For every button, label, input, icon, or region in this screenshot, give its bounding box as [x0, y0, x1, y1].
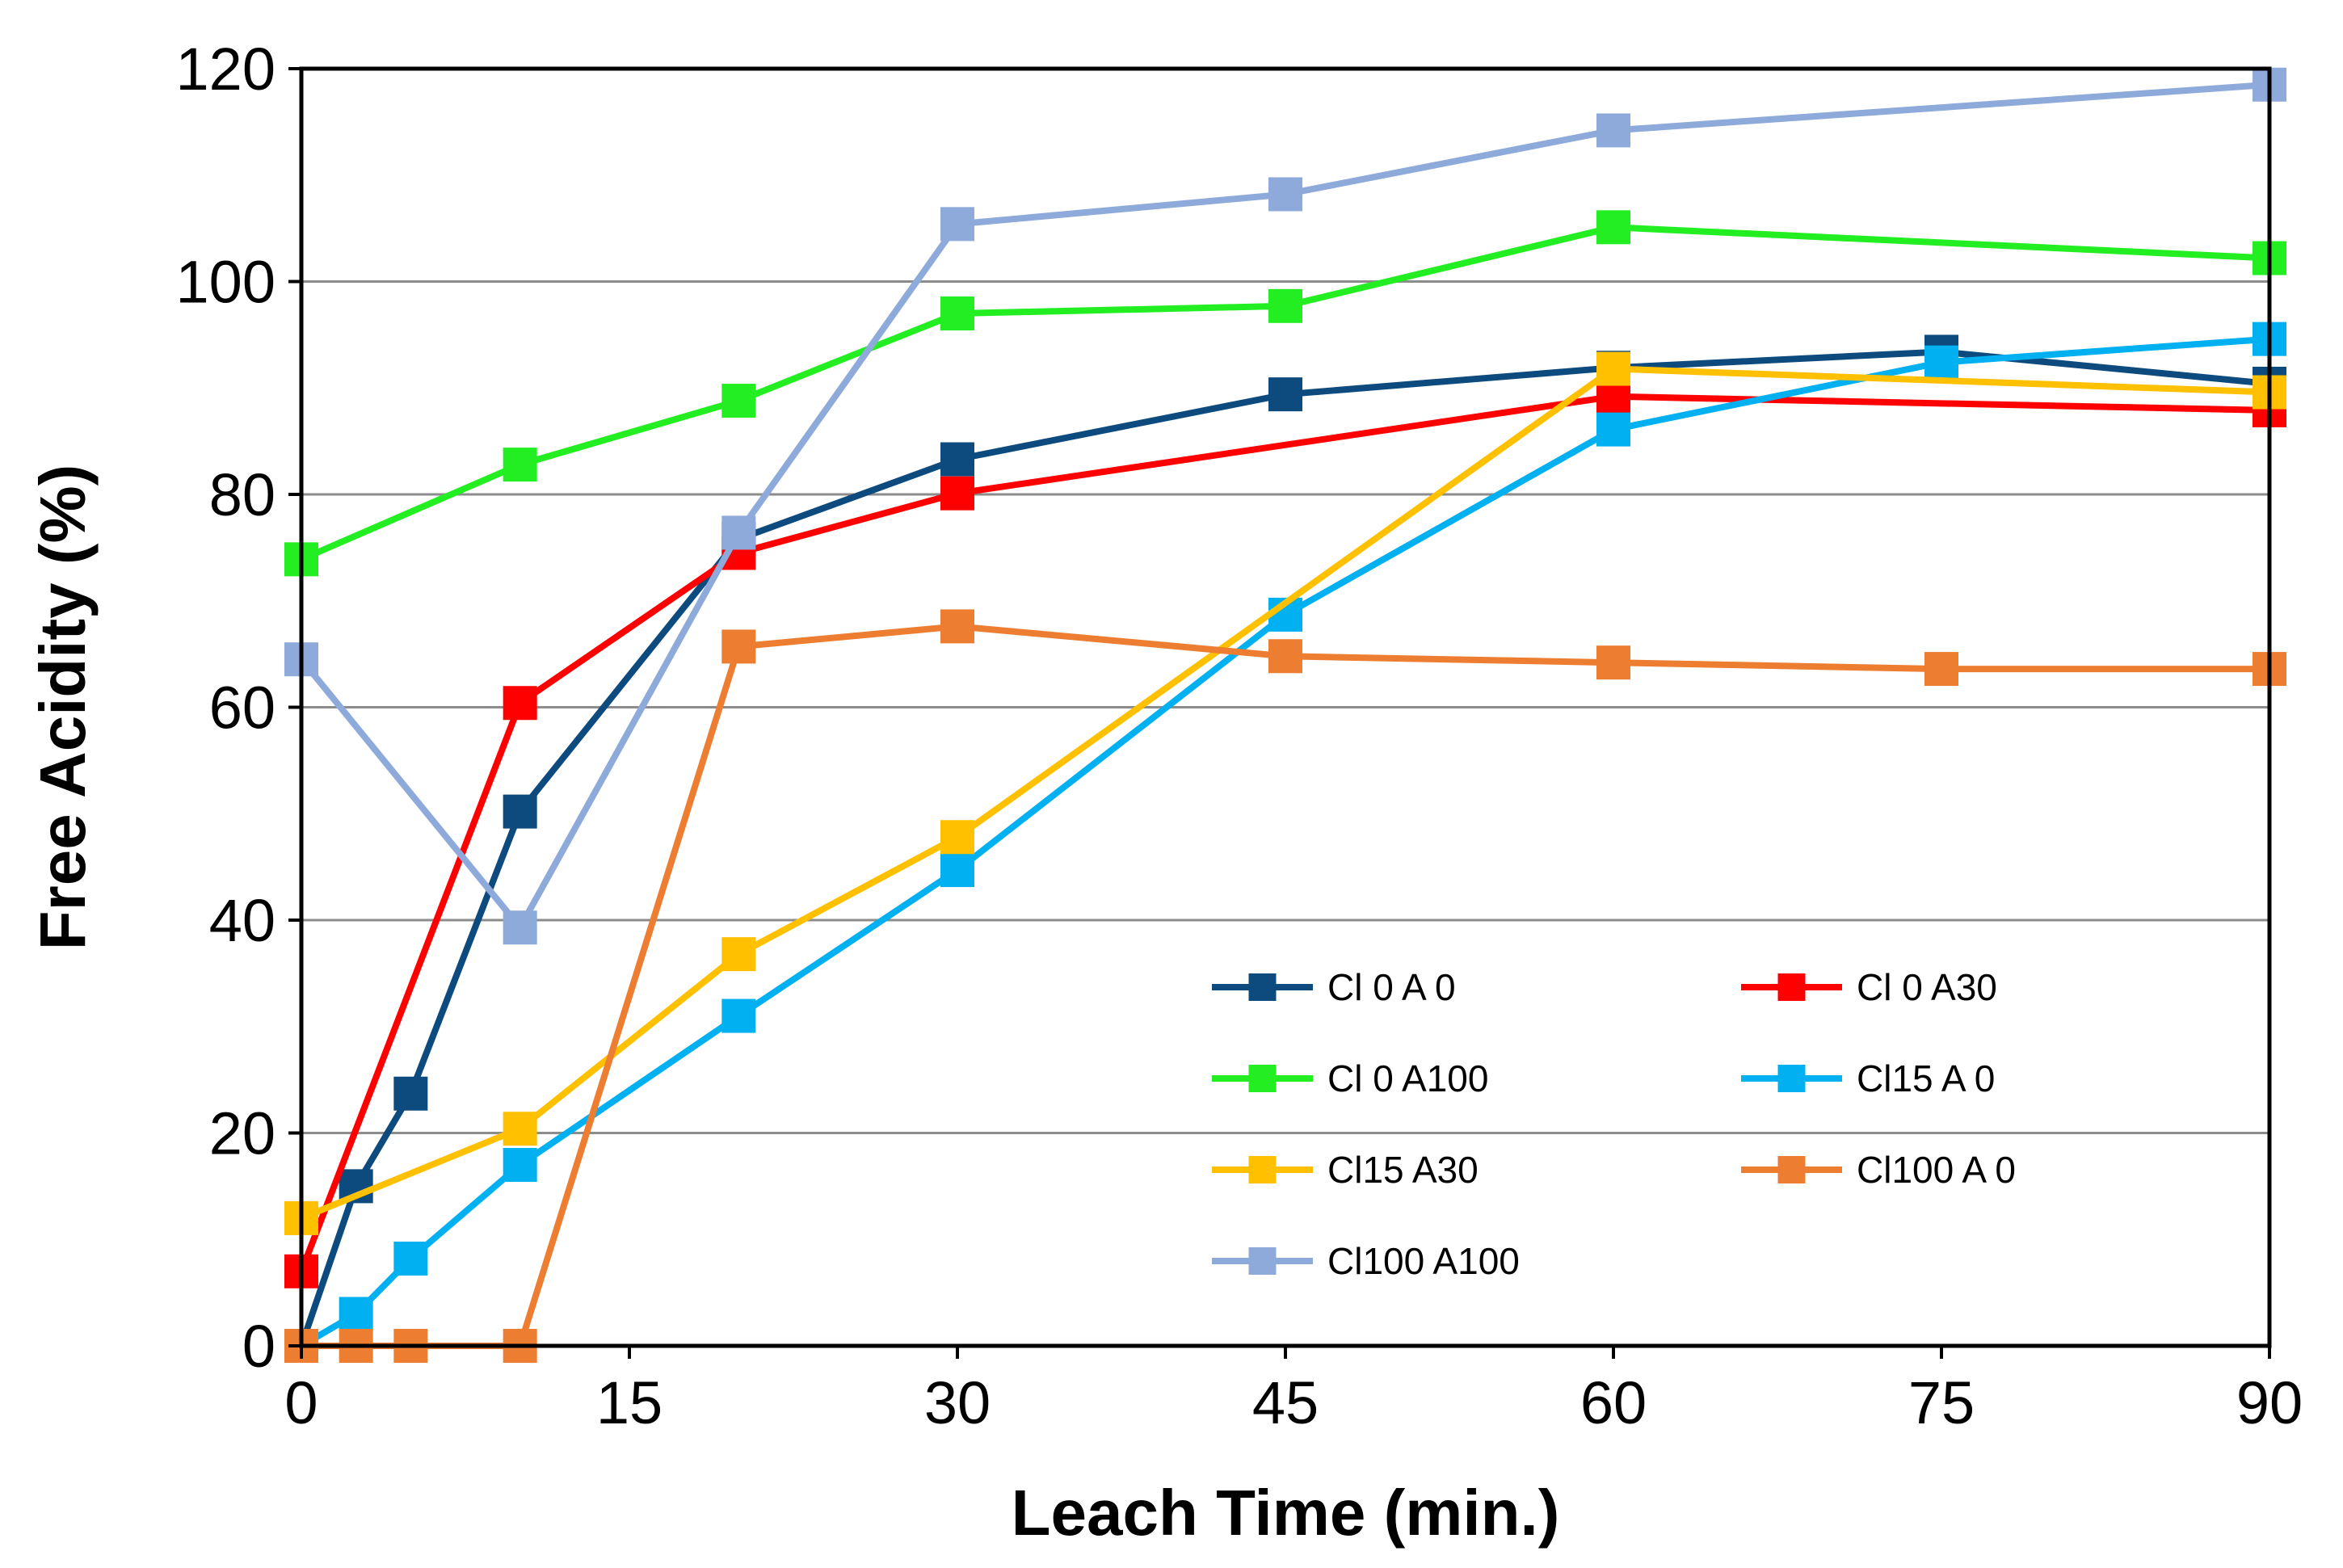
x-axis-ticks: 0 15 30 45 60 75 90	[284, 1346, 2303, 1436]
data-point-marker	[940, 853, 974, 888]
data-point-marker	[1596, 412, 1630, 447]
y-tick-label: 100	[176, 249, 276, 316]
data-point-marker	[1596, 351, 1630, 386]
legend-item: Cl 0 A30	[1741, 966, 1997, 1008]
legend-label: Cl 0 A100	[1327, 1057, 1488, 1099]
legend-item: Cl 0 A100	[1212, 1057, 1488, 1099]
data-point-marker	[1596, 210, 1630, 245]
data-point-marker	[503, 448, 537, 482]
legend-label: Cl100 A 0	[1857, 1149, 2016, 1191]
x-axis-title: Leach Time (min.)	[1012, 1477, 1560, 1549]
x-tick-label: 45	[1252, 1369, 1319, 1436]
data-point-marker	[940, 476, 974, 511]
y-tick-label: 20	[209, 1100, 276, 1167]
y-axis-ticks: 0 20 40 60 80 100 120	[176, 36, 301, 1380]
data-point-marker	[721, 998, 756, 1033]
data-point-marker	[393, 1076, 428, 1111]
series-line	[298, 393, 2270, 1273]
y-tick-label: 40	[209, 887, 276, 954]
data-point-marker	[721, 629, 756, 664]
legend-label: Cl15 A 0	[1857, 1057, 1995, 1099]
legend-marker	[1777, 973, 1806, 1001]
legend-item: Cl15 A 0	[1741, 1057, 1995, 1099]
legend-marker	[1248, 1247, 1277, 1275]
data-point-marker	[1596, 645, 1630, 680]
data-point-marker	[721, 384, 756, 418]
y-tick-label: 80	[209, 461, 276, 528]
legend-label: Cl15 A30	[1327, 1149, 1479, 1191]
legend-item: Cl100 A 0	[1741, 1149, 2016, 1191]
series-line	[299, 335, 2270, 1349]
legend-marker	[1248, 1156, 1277, 1183]
x-tick-label: 30	[924, 1369, 991, 1436]
data-point-marker	[1924, 652, 1958, 687]
data-point-marker	[503, 686, 537, 721]
series-5	[284, 351, 2286, 1235]
data-point-marker	[1268, 288, 1302, 323]
legend-marker	[1777, 1065, 1806, 1092]
data-point-marker	[393, 1241, 428, 1276]
x-tick-label: 90	[2236, 1369, 2303, 1436]
data-point-marker	[503, 1148, 537, 1183]
y-tick-label: 0	[242, 1313, 276, 1380]
legend: Cl 0 A 0 Cl 0 A30 Cl 0 A100 Cl15 A 0 Cl15 A3…	[1212, 966, 2016, 1282]
x-tick-label: 75	[1908, 1369, 1975, 1436]
data-point-marker	[940, 207, 974, 242]
legend-item: Cl100 A100	[1212, 1240, 1520, 1282]
series-layer	[284, 67, 2286, 1363]
y-axis-title: Free Acidity (%)	[27, 465, 99, 951]
series-line	[298, 348, 2270, 1347]
data-point-marker	[940, 820, 974, 855]
data-point-marker	[1924, 345, 1958, 380]
data-point-marker	[1268, 177, 1302, 212]
legend-label: Cl 0 A 0	[1327, 966, 1456, 1008]
legend-marker	[1248, 1065, 1277, 1092]
data-point-marker	[503, 794, 537, 829]
y-tick-label: 60	[209, 675, 276, 742]
legend-marker	[1777, 1156, 1806, 1183]
data-point-marker	[1268, 639, 1302, 674]
data-point-marker	[721, 937, 756, 972]
data-point-marker	[339, 1297, 373, 1331]
legend-item: Cl15 A30	[1212, 1149, 1479, 1191]
legend-label: Cl 0 A30	[1857, 966, 1997, 1008]
data-point-marker	[940, 296, 974, 331]
x-tick-label: 60	[1580, 1369, 1647, 1436]
legend-item: Cl 0 A 0	[1212, 966, 1456, 1008]
legend-marker	[1248, 973, 1277, 1001]
data-point-marker	[503, 1112, 537, 1146]
legend-label: Cl100 A100	[1327, 1240, 1520, 1282]
series-line	[300, 365, 2270, 1221]
data-point-marker	[1596, 113, 1630, 148]
data-point-marker	[940, 442, 974, 477]
x-tick-label: 0	[284, 1369, 318, 1436]
data-point-marker	[1268, 377, 1302, 412]
data-point-marker	[721, 515, 756, 550]
data-point-marker	[940, 609, 974, 644]
data-point-marker	[503, 910, 537, 945]
y-tick-label: 120	[176, 36, 276, 103]
x-tick-label: 15	[596, 1369, 663, 1436]
gridlines	[301, 280, 2269, 1134]
